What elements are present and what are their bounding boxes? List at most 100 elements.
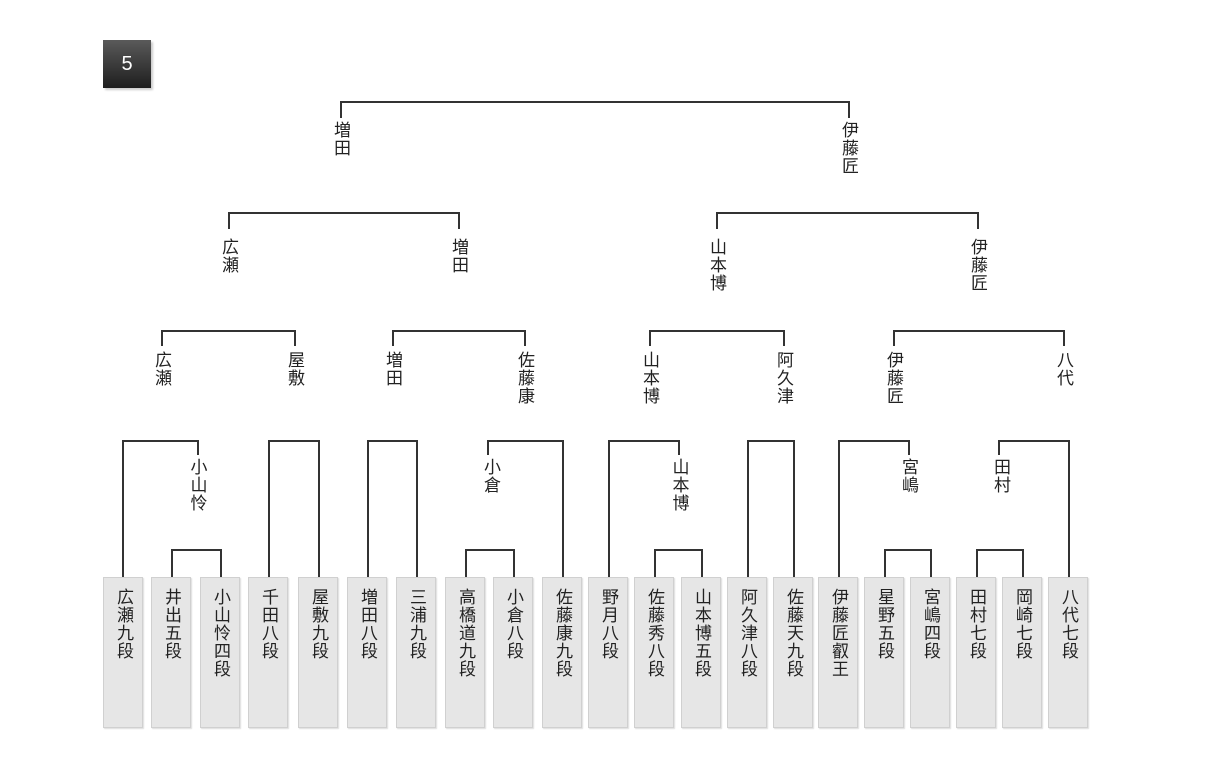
round1-winner-label: 宮嶋 (898, 458, 918, 494)
player-name: 八代七段 (1058, 588, 1078, 660)
bracket-line (318, 440, 320, 577)
bracket-line (608, 440, 610, 577)
player-box: 広瀬九段 (103, 577, 143, 728)
bracket-line (392, 330, 394, 346)
bracket-line (228, 212, 459, 214)
player-box: 増田八段 (347, 577, 387, 728)
player-name: 井出五段 (161, 588, 181, 660)
round2-winner-label: 山本博 (639, 351, 659, 405)
bracket-line (367, 440, 417, 442)
quarterfinal-winner-label: 伊藤匠 (967, 238, 987, 292)
player-box: 千田八段 (248, 577, 288, 728)
player-box: 八代七段 (1048, 577, 1088, 728)
player-name: 山本博五段 (691, 588, 711, 678)
player-box: 伊藤匠叡王 (818, 577, 858, 728)
player-name: 阿久津八段 (737, 588, 757, 678)
round2-winner-label: 増田 (382, 351, 402, 387)
round2-winner-label: 屋敷 (284, 351, 304, 387)
round1-winner-label: 山本博 (668, 458, 689, 512)
bracket-line (608, 440, 679, 442)
bracket-line (976, 549, 1023, 551)
player-box: 宮嶋四段 (910, 577, 950, 728)
player-name: 増田八段 (357, 588, 377, 660)
player-name: 伊藤匠叡王 (828, 588, 848, 678)
bracket-line (367, 440, 369, 577)
bracket-line (649, 330, 651, 346)
player-box: 阿久津八段 (727, 577, 767, 728)
player-name: 高橋道九段 (455, 588, 475, 678)
player-box: 佐藤天九段 (773, 577, 813, 728)
round2-winner-label: 広瀬 (151, 351, 171, 387)
bracket-line (998, 440, 1000, 455)
bracket-line (701, 549, 703, 577)
bracket-line (294, 330, 296, 346)
player-box: 三浦九段 (396, 577, 436, 728)
final-bracket-line (848, 101, 850, 118)
bracket-line (747, 440, 794, 442)
round1-winner-label: 田村 (990, 458, 1010, 494)
player-name: 千田八段 (258, 588, 278, 660)
bracket-line (487, 440, 489, 455)
quarterfinal-winner-label: 増田 (448, 238, 468, 274)
bracket-line (487, 440, 563, 442)
bracket-line (513, 549, 515, 577)
bracket-line (716, 212, 978, 214)
bracket-line (171, 549, 221, 551)
bracket-line (465, 549, 514, 551)
player-name: 屋敷九段 (308, 588, 328, 660)
bracket-line (893, 330, 1064, 332)
bracket-line (171, 549, 173, 577)
bracket-line (122, 440, 198, 442)
player-box: 山本博五段 (681, 577, 721, 728)
round1-winner-label: 小山怜 (186, 458, 207, 512)
bracket-line (998, 440, 1069, 442)
round2-winner-label: 八代 (1053, 351, 1073, 387)
bracket-line (465, 549, 467, 577)
player-box: 小山怜四段 (200, 577, 240, 728)
bracket-line (268, 440, 319, 442)
bracket-line (678, 440, 680, 455)
player-box: 井出五段 (151, 577, 191, 728)
player-box: 田村七段 (956, 577, 996, 728)
round-badge: 5 (103, 40, 151, 88)
bracket-line (908, 440, 910, 455)
quarterfinal-winner-label: 広瀬 (218, 238, 238, 274)
final-bracket-line (340, 101, 342, 118)
bracket-line (416, 440, 418, 577)
bracket-line (161, 330, 163, 346)
bracket-line (716, 212, 718, 229)
bracket-line (654, 549, 702, 551)
bracket-line (976, 549, 978, 577)
bracket-line (392, 330, 525, 332)
round2-winner-label: 佐藤康 (514, 351, 534, 405)
bracket-line (793, 440, 795, 577)
player-name: 佐藤康九段 (552, 588, 572, 678)
player-name: 佐藤天九段 (783, 588, 803, 678)
player-box: 岡崎七段 (1002, 577, 1042, 728)
player-box: 野月八段 (588, 577, 628, 728)
player-box: 佐藤秀八段 (634, 577, 674, 728)
bracket-line (893, 330, 895, 346)
player-box: 星野五段 (864, 577, 904, 728)
player-name: 岡崎七段 (1012, 588, 1032, 660)
bracket-line (747, 440, 749, 577)
player-name: 小山怜四段 (210, 588, 230, 678)
bracket-line (220, 549, 222, 577)
bracket-line (1068, 440, 1070, 577)
bracket-line (783, 330, 785, 346)
bracket-line (268, 440, 270, 577)
bracket-line (654, 549, 656, 577)
player-box: 佐藤康九段 (542, 577, 582, 728)
bracket-line (884, 549, 886, 577)
bracket-line (228, 212, 230, 229)
player-name: 宮嶋四段 (920, 588, 940, 660)
bracket-line (562, 440, 564, 577)
round2-winner-label: 阿久津 (773, 351, 793, 405)
bracket-line (524, 330, 526, 346)
player-box: 高橋道九段 (445, 577, 485, 728)
bracket-line (838, 440, 909, 442)
player-name: 三浦九段 (406, 588, 426, 660)
final-bracket-line (340, 101, 849, 103)
player-name: 小倉八段 (503, 588, 523, 660)
player-name: 広瀬九段 (113, 588, 133, 660)
